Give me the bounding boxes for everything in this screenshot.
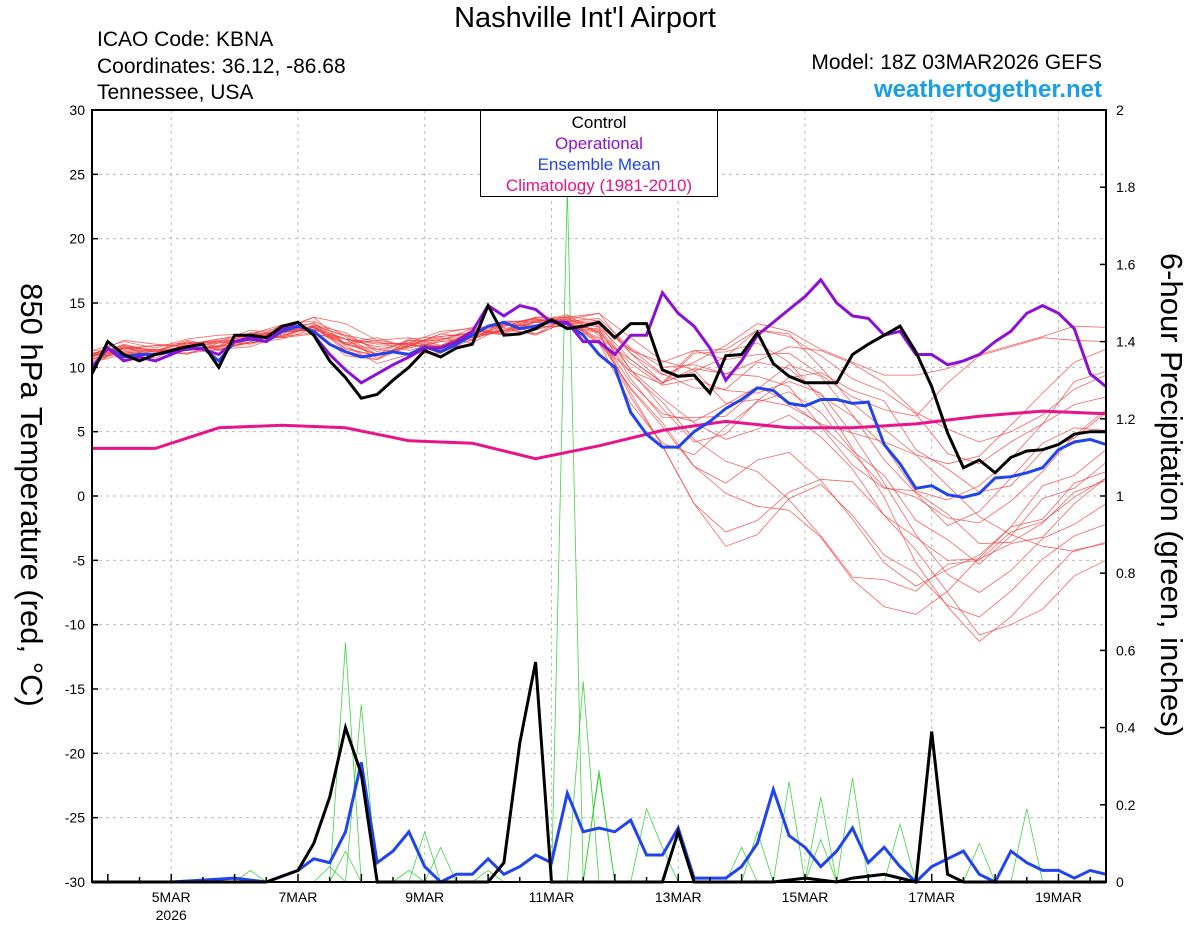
y-tick-label: -20: [65, 745, 85, 761]
y2-tick-label: 0.8: [1116, 565, 1136, 581]
precip-member-line: [92, 187, 1106, 883]
y-tick-label: -25: [65, 810, 85, 826]
y-tick-label: 10: [69, 359, 85, 375]
y-tick-label: 15: [69, 295, 85, 311]
legend-operational: Operational: [555, 134, 643, 153]
y-axis-label-right: 6-hour Precipitation (green, inches): [1154, 252, 1189, 738]
y-tick-label: 0: [77, 488, 85, 504]
y2-tick-label: 1.2: [1116, 411, 1136, 427]
grid: [92, 110, 1106, 882]
y-tick-label: 5: [77, 424, 85, 440]
x-tick-label: 19MAR: [1035, 889, 1082, 905]
precip-member-line: [92, 777, 1106, 883]
temp-member-line: [91, 321, 1107, 618]
x-tick-label: 13MAR: [655, 889, 702, 905]
x-tick-label: 5MAR: [152, 889, 191, 905]
y2-tick-label: 1: [1116, 488, 1124, 504]
temp-member-line: [91, 317, 1107, 592]
y-axis-label-left: 850 hPa Temperature (red, °C): [14, 283, 49, 707]
y-tick-label: -15: [65, 681, 85, 697]
y2-tick-label: 2: [1116, 102, 1124, 118]
x-tick-label: 9MAR: [405, 889, 444, 905]
y-tick-label: -10: [65, 617, 85, 633]
temp-member-line: [91, 321, 1107, 465]
y2-tick-label: 0: [1116, 874, 1124, 890]
model-run: Model: 18Z 03MAR2026 GEFS: [811, 51, 1102, 74]
y-tick-label: -30: [65, 874, 85, 890]
temp-member-line: [91, 325, 1107, 527]
temp-member-line: [91, 314, 1107, 524]
y2-tick-label: 0.4: [1116, 720, 1136, 736]
temp-member-line: [91, 312, 1107, 376]
legend-ensemble-mean: Ensemble Mean: [537, 155, 661, 174]
x-tick-label: 7MAR: [279, 889, 318, 905]
legend-climatology: Climatology (1981-2010): [505, 176, 693, 195]
y2-tick-label: 1.4: [1116, 334, 1136, 350]
y-tick-label: 25: [69, 166, 85, 182]
precip-member-line: [92, 642, 1106, 883]
main-series: [90, 277, 1107, 885]
temp-member-line: [91, 321, 1107, 493]
y-tick-label: 20: [69, 231, 85, 247]
website-link[interactable]: weathertogether.net: [873, 76, 1102, 103]
temp-member-line: [91, 312, 1107, 552]
legend-control: Control: [571, 113, 627, 132]
y2-tick-label: 0.2: [1116, 797, 1136, 813]
temp-member-line: [91, 320, 1107, 642]
y2-tick-label: 1.6: [1116, 256, 1136, 272]
y-tick-label: 30: [69, 102, 85, 118]
precip-member-line: [92, 681, 1106, 883]
precip-ensemble-mean-line: [92, 761, 1107, 885]
y-tick-label: -5: [73, 552, 86, 568]
x-tick-label: 15MAR: [782, 889, 829, 905]
y2-tick-label: 1.8: [1116, 179, 1136, 195]
coordinates: Coordinates: 36.12, -86.68: [97, 55, 346, 78]
chart-title: Nashville Int'l Airport: [454, 2, 716, 34]
precip-members: [92, 187, 1106, 883]
icao-code: ICAO Code: KBNA: [97, 28, 274, 51]
y2-tick-label: 0.6: [1116, 642, 1136, 658]
temp-operational-line: [90, 277, 1107, 388]
region: Tennessee, USA: [97, 81, 254, 104]
precip-member-line: [92, 797, 1106, 883]
x-tick-label: 17MAR: [908, 889, 955, 905]
x-tick-label: 11MAR: [529, 889, 575, 905]
x-tick-year: 2026: [156, 907, 187, 923]
temp-member-line: [91, 319, 1107, 501]
temp-member-line: [91, 316, 1107, 593]
legend: Control Operational Ensemble Mean Climat…: [480, 110, 718, 197]
temp-control-line: [90, 302, 1106, 475]
climatology-line: [92, 409, 1107, 461]
